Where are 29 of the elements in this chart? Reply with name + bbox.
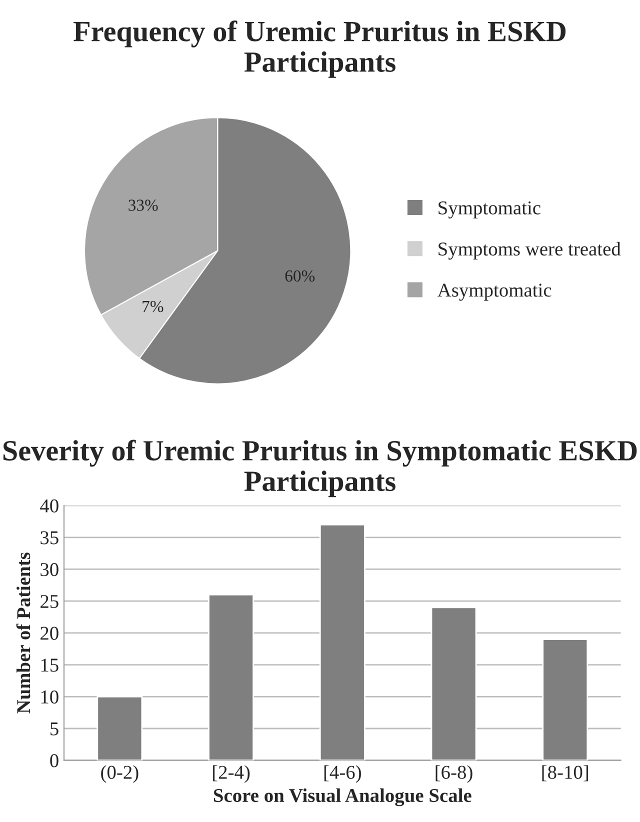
x-axis-title: Score on Visual Analogue Scale (214, 788, 472, 806)
legend-label: Symptomatic (438, 201, 540, 218)
x-tick-label: [2-4) (213, 765, 250, 783)
bar (319, 524, 366, 760)
y-tick-label: 35 (40, 531, 58, 544)
data-label: 33% (128, 200, 158, 211)
y-tick-label: 25 (40, 594, 58, 608)
data-label: 60% (285, 270, 315, 282)
y-tick-label: 5 (50, 722, 58, 736)
y-tick-label: 15 (41, 658, 58, 672)
legend-label: Asymptomatic (438, 284, 552, 301)
bar (96, 696, 143, 760)
x-tick-label: [4-6) (324, 765, 361, 783)
y-tick-label: 0 (50, 754, 58, 768)
x-tick-label: (0-2) (101, 765, 138, 783)
y-tick-label: 30 (40, 563, 58, 576)
y-axis-title: Number of Patients (16, 552, 30, 714)
legend-label: Symptoms were treated (438, 242, 621, 260)
x-tick-label: [6-8) (436, 765, 472, 783)
y-tick-label: 10 (41, 690, 58, 704)
y-tick-label: 20 (40, 626, 58, 640)
y-tick-label: 40 (40, 499, 58, 512)
chart-title: Severity of Uremic Pruritus in Symptomatic ESKD Participants (3, 440, 637, 498)
bar (430, 606, 477, 760)
bar (542, 638, 588, 760)
data-label: 7% (142, 300, 164, 312)
chart-title: Frequency of Uremic Pruritus in ESKD Participants (74, 20, 566, 78)
bar (208, 594, 254, 760)
x-tick-label: [8-10] (542, 765, 588, 782)
